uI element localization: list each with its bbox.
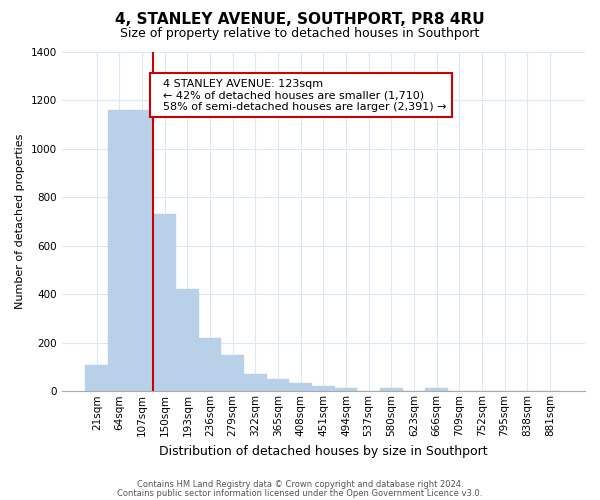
Text: 4 STANLEY AVENUE: 123sqm
  ← 42% of detached houses are smaller (1,710)
  58% of: 4 STANLEY AVENUE: 123sqm ← 42% of detach… xyxy=(156,78,446,112)
Text: Contains HM Land Registry data © Crown copyright and database right 2024.: Contains HM Land Registry data © Crown c… xyxy=(137,480,463,489)
Bar xyxy=(199,338,221,392)
Bar xyxy=(380,388,403,392)
Text: Size of property relative to detached houses in Southport: Size of property relative to detached ho… xyxy=(121,28,479,40)
Bar xyxy=(266,379,289,392)
Bar xyxy=(176,290,199,392)
Text: Contains public sector information licensed under the Open Government Licence v3: Contains public sector information licen… xyxy=(118,488,482,498)
Text: 4, STANLEY AVENUE, SOUTHPORT, PR8 4RU: 4, STANLEY AVENUE, SOUTHPORT, PR8 4RU xyxy=(115,12,485,28)
Bar xyxy=(244,374,266,392)
Bar xyxy=(425,388,448,392)
Bar xyxy=(335,388,358,392)
Bar xyxy=(108,110,131,392)
X-axis label: Distribution of detached houses by size in Southport: Distribution of detached houses by size … xyxy=(159,444,488,458)
Bar xyxy=(221,355,244,392)
Bar xyxy=(312,386,335,392)
Bar xyxy=(154,214,176,392)
Bar xyxy=(131,110,154,392)
Bar xyxy=(85,366,108,392)
Y-axis label: Number of detached properties: Number of detached properties xyxy=(15,134,25,309)
Bar xyxy=(289,384,312,392)
